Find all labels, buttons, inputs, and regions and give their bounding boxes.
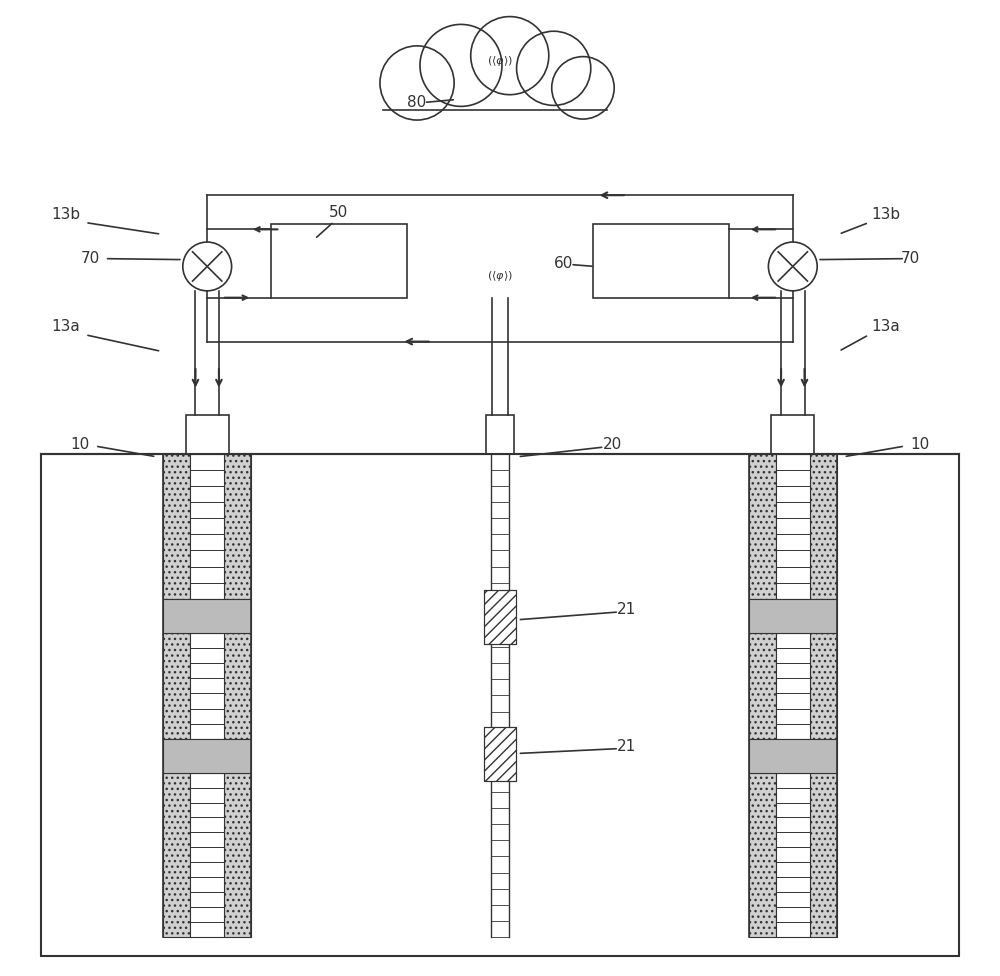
Bar	[163, 454, 190, 598]
Circle shape	[517, 31, 591, 105]
FancyBboxPatch shape	[771, 415, 814, 454]
Text: $(\langle\varphi\rangle)$: $(\langle\varphi\rangle)$	[487, 269, 513, 283]
Bar	[163, 773, 190, 937]
FancyBboxPatch shape	[486, 415, 514, 454]
Text: 50: 50	[329, 205, 349, 220]
Bar	[749, 773, 776, 937]
Bar	[190, 454, 224, 598]
Bar	[484, 727, 516, 781]
Text: 70: 70	[900, 251, 920, 266]
Text: 60: 60	[554, 256, 573, 271]
Bar	[749, 739, 837, 773]
Circle shape	[183, 242, 232, 291]
FancyBboxPatch shape	[271, 224, 407, 298]
Bar	[776, 773, 810, 937]
Text: $(\langle\varphi\rangle)$: $(\langle\varphi\rangle)$	[487, 55, 513, 68]
Text: 21: 21	[617, 739, 637, 754]
Bar	[484, 590, 516, 644]
FancyBboxPatch shape	[186, 415, 229, 454]
Bar	[190, 773, 224, 937]
Bar	[810, 632, 837, 739]
FancyBboxPatch shape	[41, 454, 959, 956]
Text: 13b: 13b	[871, 207, 900, 223]
Text: 21: 21	[617, 602, 637, 618]
Bar	[749, 632, 776, 739]
Text: 13a: 13a	[51, 319, 80, 335]
Text: 20: 20	[603, 436, 622, 452]
Bar	[749, 598, 837, 632]
Text: 70: 70	[80, 251, 100, 266]
Circle shape	[552, 57, 614, 119]
Text: 13b: 13b	[51, 207, 80, 223]
FancyBboxPatch shape	[593, 224, 729, 298]
Bar	[224, 632, 251, 739]
Bar	[484, 590, 516, 644]
Bar	[224, 773, 251, 937]
Bar	[810, 454, 837, 598]
Bar	[484, 727, 516, 781]
Circle shape	[471, 17, 549, 95]
Text: 10: 10	[910, 436, 929, 452]
Circle shape	[380, 46, 454, 120]
Text: 10: 10	[71, 436, 90, 452]
Bar	[163, 598, 251, 632]
Bar	[224, 454, 251, 598]
Bar	[163, 632, 190, 739]
FancyBboxPatch shape	[383, 73, 617, 112]
Bar	[776, 632, 810, 739]
Text: 13a: 13a	[871, 319, 900, 335]
Bar	[163, 739, 251, 773]
Bar	[810, 773, 837, 937]
Circle shape	[420, 24, 502, 106]
Bar	[190, 632, 224, 739]
Bar	[749, 454, 776, 598]
Bar	[776, 454, 810, 598]
Circle shape	[768, 242, 817, 291]
Text: 80: 80	[407, 95, 427, 110]
